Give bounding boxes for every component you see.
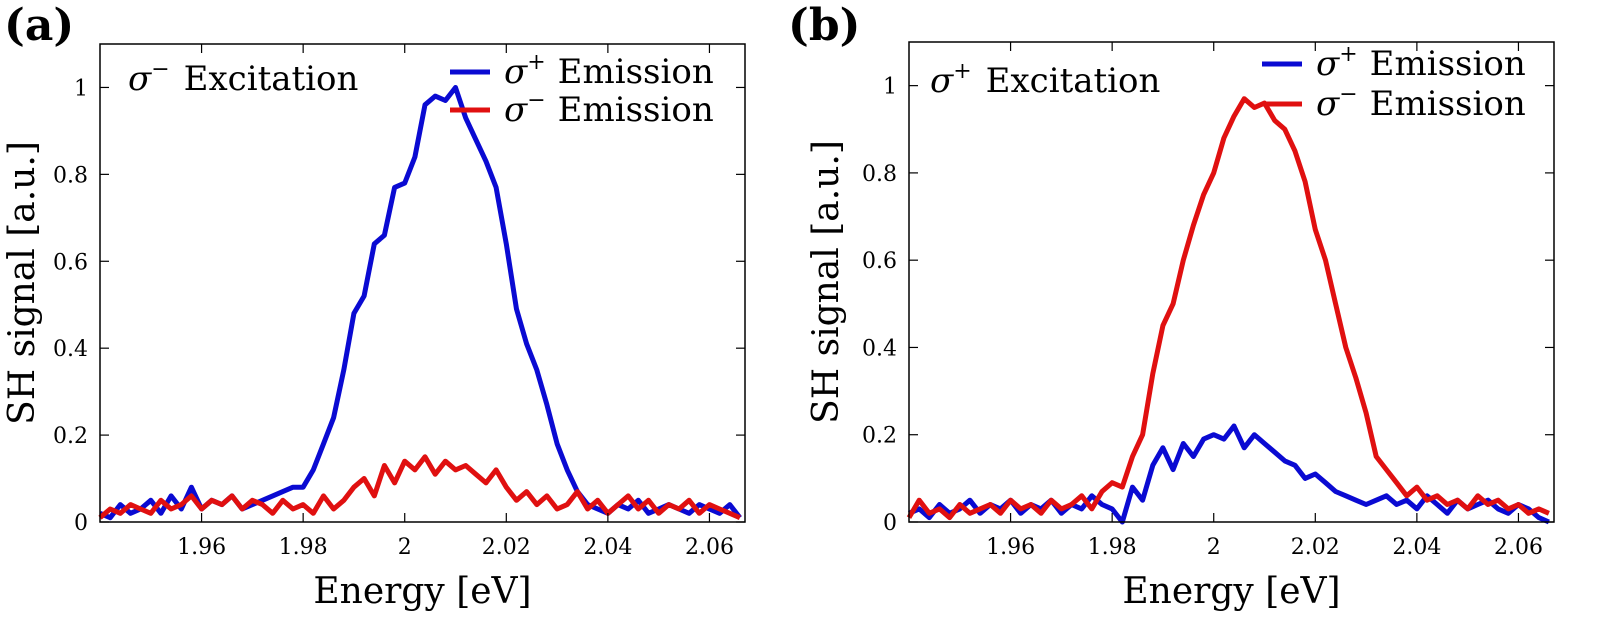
plot-frame bbox=[99, 43, 746, 523]
x-tick-label: 2.06 bbox=[685, 535, 734, 560]
y-tick-label: 0 bbox=[74, 511, 88, 536]
x-tick-label: 2.04 bbox=[583, 535, 632, 560]
y-axis-title: SH signal [a.u.] bbox=[806, 140, 847, 424]
y-tick-label: 0.2 bbox=[53, 424, 88, 449]
x-tick-label: 2.04 bbox=[1392, 535, 1441, 560]
legend-symbol: σ bbox=[504, 90, 528, 130]
y-tick-label: 0.4 bbox=[862, 336, 897, 361]
y-tick-label: 1 bbox=[883, 75, 897, 100]
x-tick-label: 1.98 bbox=[279, 535, 328, 560]
legend-entry: σ− Emission bbox=[504, 88, 714, 130]
legend-sup: − bbox=[527, 88, 545, 113]
legend-symbol: σ bbox=[504, 52, 528, 92]
y-tick-label: 0.6 bbox=[862, 249, 897, 274]
x-tick-label: 1.96 bbox=[177, 535, 226, 560]
series-line-sigma-minus bbox=[906, 96, 1550, 521]
legend-sup: − bbox=[1339, 82, 1357, 107]
legend-label: Emission bbox=[558, 90, 714, 130]
y-tick-label: 0.8 bbox=[862, 162, 897, 187]
y-tick-label: 0.8 bbox=[53, 163, 88, 188]
x-tick-label: 2.02 bbox=[1291, 535, 1340, 560]
legend-entry: σ− Emission bbox=[1316, 82, 1526, 124]
x-tick-label: 1.96 bbox=[986, 535, 1035, 560]
y-axis-title: SH signal [a.u.] bbox=[2, 141, 43, 425]
excitation-annotation: σ+ Excitation bbox=[930, 59, 1160, 101]
y-tick-label: 1 bbox=[74, 76, 88, 101]
panel-a: (a) 1.96 1.98 2 2.02 2.04 2.06 0 0.2 0.4 0.6 0.8 1 En… bbox=[2, 0, 746, 612]
legend-label: Emission bbox=[1370, 44, 1526, 84]
y-tick-label: 0.2 bbox=[862, 424, 897, 449]
series-line-sigma-plus bbox=[99, 85, 742, 521]
excitation-annotation: σ− Excitation bbox=[128, 57, 358, 99]
legend-sup: + bbox=[1339, 42, 1357, 67]
x-tick-label: 2.02 bbox=[482, 535, 531, 560]
annotation-symbol: σ bbox=[930, 61, 954, 101]
series-line-sigma-minus bbox=[98, 454, 741, 520]
annotation-text: Excitation bbox=[184, 59, 359, 99]
panel-label: (b) bbox=[788, 0, 860, 51]
plot-frame bbox=[908, 41, 1555, 523]
annotation-symbol: σ bbox=[128, 59, 152, 99]
x-tick-label: 2 bbox=[1207, 535, 1221, 560]
annotation-sup: + bbox=[953, 59, 971, 84]
x-tick-label: 1.98 bbox=[1088, 535, 1137, 560]
annotation-text: Excitation bbox=[986, 61, 1161, 101]
legend-entry: σ+ Emission bbox=[1316, 42, 1526, 84]
legend-label: Emission bbox=[558, 52, 714, 92]
annotation-sup: − bbox=[151, 57, 169, 82]
legend-entry: σ+ Emission bbox=[504, 50, 714, 92]
legend-sup: + bbox=[527, 50, 545, 75]
panel-b: (b) 1.96 1.98 2 2.02 2.04 2.06 0 0.2 0.4 0.6 0.8 1 En… bbox=[788, 0, 1555, 612]
y-tick-label: 0.4 bbox=[53, 337, 88, 362]
legend-symbol: σ bbox=[1316, 84, 1340, 124]
panel-label: (a) bbox=[4, 0, 74, 51]
y-tick-label: 0 bbox=[883, 511, 897, 536]
legend-symbol: σ bbox=[1316, 44, 1340, 84]
x-tick-label: 2 bbox=[398, 535, 412, 560]
x-axis-title: Energy [eV] bbox=[313, 571, 531, 612]
x-tick-label: 2.06 bbox=[1494, 535, 1543, 560]
legend-label: Emission bbox=[1370, 84, 1526, 124]
x-axis-title: Energy [eV] bbox=[1122, 571, 1340, 612]
y-tick-label: 0.6 bbox=[53, 250, 88, 275]
